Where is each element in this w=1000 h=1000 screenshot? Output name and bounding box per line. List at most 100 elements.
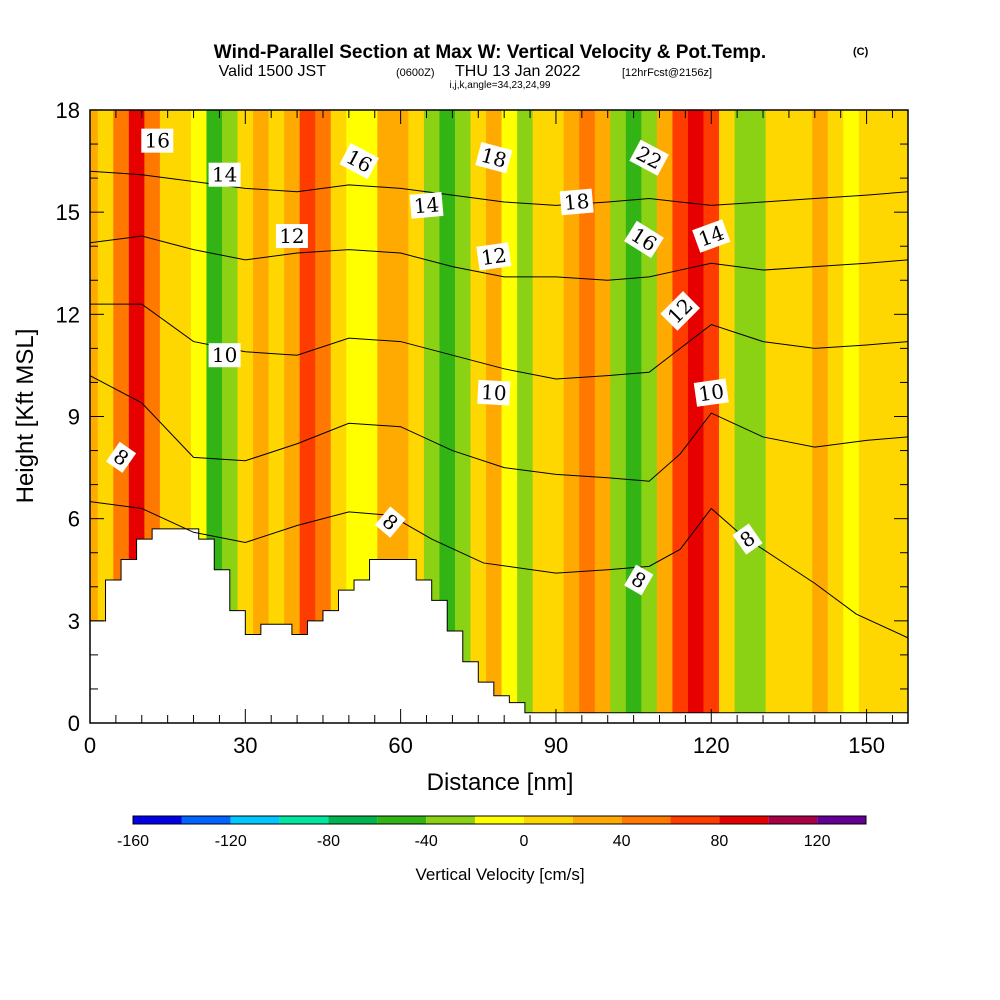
chart-title: Wind-Parallel Section at Max W: Vertical… xyxy=(214,42,766,63)
contour-label-box xyxy=(208,162,241,187)
subtitle-forecast: [12hrFcst@2156z] xyxy=(622,67,712,79)
velocity-cell xyxy=(517,110,534,723)
contour-label-box xyxy=(105,441,137,473)
colorbar-swatch xyxy=(328,816,378,824)
colorbar-tick-label: -160 xyxy=(117,833,149,850)
velocity-cell xyxy=(656,110,673,723)
isentrope-10 xyxy=(90,375,908,482)
y-tick-label: 9 xyxy=(68,405,80,430)
contour-label-text: 18 xyxy=(563,189,590,215)
chart-title-mark: (C) xyxy=(853,46,869,58)
contour-label: 8 xyxy=(624,564,654,596)
velocity-cell xyxy=(439,110,456,723)
colorbar-tick-label: 40 xyxy=(613,833,631,850)
x-axis: 0 30 60 90 120 150 xyxy=(84,110,893,758)
y-tick-label: 6 xyxy=(68,507,80,532)
colorbar-swatch xyxy=(181,816,231,824)
colorbar-swatch xyxy=(572,816,622,824)
isentrope-16 xyxy=(90,170,908,206)
contour-label: 10 xyxy=(208,343,241,368)
colorbar-label: Vertical Velocity [cm/s] xyxy=(415,865,584,884)
colorbar-swatch xyxy=(475,816,524,824)
velocity-cell xyxy=(672,110,689,723)
contour-label: 12 xyxy=(275,224,308,249)
velocity-cell xyxy=(843,110,860,723)
subtitle-valid: Valid 1500 JST xyxy=(219,63,327,80)
contour-label-box xyxy=(693,378,729,407)
contour-label-box xyxy=(409,192,444,219)
contour-label-text: 10 xyxy=(212,343,237,367)
contour-label-box xyxy=(374,506,406,538)
contour-label: 18 xyxy=(559,188,594,216)
contour-label: 12 xyxy=(476,242,512,271)
velocity-cell xyxy=(734,110,751,723)
contour-label-text: 14 xyxy=(413,192,440,218)
velocity-cell xyxy=(330,110,347,723)
velocity-cell xyxy=(346,110,363,723)
contour-label-text: 12 xyxy=(279,224,304,248)
contour-label-box xyxy=(477,379,511,406)
x-tick-label: 0 xyxy=(84,733,96,758)
contour-label: 14 xyxy=(208,162,241,187)
colorbar-swatch xyxy=(377,816,427,824)
velocity-cell xyxy=(470,110,487,723)
velocity-cell xyxy=(423,110,440,723)
terrain xyxy=(90,528,908,723)
contour-label: 10 xyxy=(477,379,511,406)
velocity-cell xyxy=(548,110,565,723)
colorbar-tick-label: -80 xyxy=(317,833,340,850)
contour-label: 18 xyxy=(475,141,513,174)
velocity-cell xyxy=(796,110,813,723)
colorbar-frame xyxy=(132,815,867,825)
isentrope-14 xyxy=(90,235,908,281)
y-axis: 0 3 6 9 12 15 18 xyxy=(56,98,908,736)
subtitle-date: THU 13 Jan 2022 xyxy=(455,63,581,80)
velocity-cell xyxy=(641,110,658,723)
velocity-cell xyxy=(97,110,114,723)
contour-label-box xyxy=(732,523,763,555)
contour-label-box xyxy=(208,343,241,368)
velocity-cell xyxy=(625,110,642,723)
velocity-cell xyxy=(610,110,627,723)
contour-label-text: 12 xyxy=(480,243,509,270)
velocity-cell xyxy=(874,110,891,723)
y-tick-label: 18 xyxy=(56,98,80,123)
contour-label-box xyxy=(141,128,174,153)
colorbar-swatch xyxy=(426,816,476,824)
contour-label-text: 14 xyxy=(212,163,237,187)
velocity-cell xyxy=(781,110,798,723)
x-tick-label: 90 xyxy=(544,733,568,758)
contour-label-box xyxy=(624,220,664,259)
colorbar-swatch xyxy=(279,816,329,824)
colorbar-tick-label: -120 xyxy=(215,833,247,850)
contour-label-box xyxy=(475,141,513,174)
contour-label-box xyxy=(660,291,701,331)
x-tick-label: 150 xyxy=(848,733,885,758)
contour-label: 10 xyxy=(693,378,729,407)
colorbar-tick-label: -40 xyxy=(415,833,438,850)
x-tick-label: 120 xyxy=(693,733,730,758)
velocity-cell xyxy=(703,110,720,723)
y-tick-label: 15 xyxy=(56,200,80,225)
velocity-cell xyxy=(750,110,767,723)
subtitle-indices: i,j,k,angle=34,23,24,99 xyxy=(450,80,551,91)
y-tick-label: 0 xyxy=(68,711,80,736)
colorbar-tick-label: 80 xyxy=(711,833,729,850)
contour-label: 14 xyxy=(409,192,444,219)
y-tick-label: 12 xyxy=(56,302,80,327)
y-tick-label: 3 xyxy=(68,609,80,634)
velocity-cell xyxy=(299,110,316,723)
colorbar-swatch xyxy=(670,816,720,824)
colorbar-swatch xyxy=(621,816,671,824)
x-tick-label: 30 xyxy=(233,733,257,758)
velocity-cell xyxy=(812,110,829,723)
colorbar-tick-label: 120 xyxy=(804,833,831,850)
velocity-cell xyxy=(253,110,270,723)
colorbar: -160 -120 -80 -40 0 40 80 120 xyxy=(117,815,867,850)
velocity-cell xyxy=(268,110,285,723)
velocity-cell xyxy=(486,110,503,723)
velocity-cell xyxy=(284,110,301,723)
